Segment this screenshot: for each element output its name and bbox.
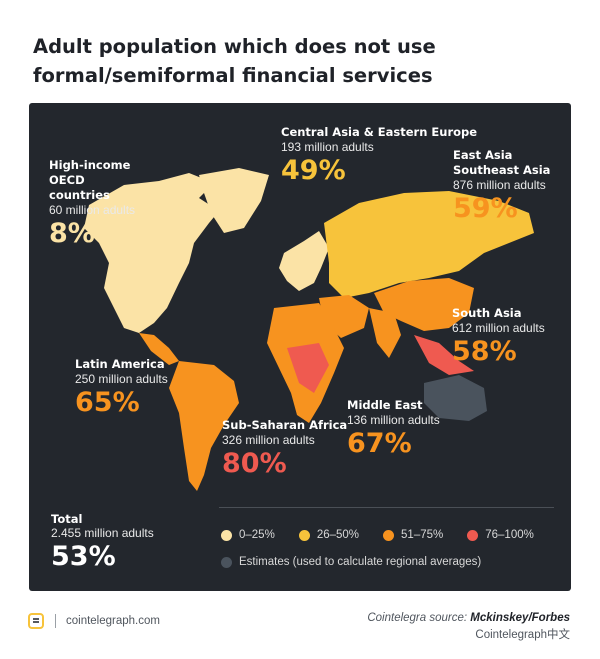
map-southeast-asia <box>414 335 474 375</box>
region-latin-america: Latin America 250 million adults 65% <box>75 357 168 419</box>
map-africa-red <box>287 343 329 393</box>
region-central-asia: Central Asia & Eastern Europe 193 millio… <box>281 125 477 187</box>
legend-label-3: 76–100% <box>485 529 534 541</box>
legend-dot-1 <box>298 529 310 541</box>
map-south-america <box>169 361 239 491</box>
region-central-asia-percent: 49% <box>281 155 346 186</box>
map-panel: High-income OECD countries 60 million ad… <box>29 103 571 591</box>
region-south-asia: South Asia 612 million adults 58% <box>452 306 545 368</box>
region-south-asia-percent: 58% <box>452 336 517 367</box>
region-east-asia-adults: 876 million adults <box>453 178 546 192</box>
legend-label-1: 26–50% <box>316 529 360 541</box>
legend-divider <box>219 507 554 508</box>
legend-item-2: 51–75% <box>383 529 443 541</box>
legend-dot-3 <box>467 529 479 541</box>
footer: cointelegraph.com <box>27 612 160 630</box>
legend-dot-2 <box>383 529 395 541</box>
region-middle-east-percent: 67% <box>347 428 412 459</box>
region-middle-east-name: Middle East <box>347 398 423 412</box>
region-middle-east: Middle East 136 million adults 67% <box>347 398 440 460</box>
chart-title: Adult population which does not use form… <box>33 35 436 87</box>
map-central-america <box>139 333 179 365</box>
region-total: Total 2.455 million adults 53% <box>51 512 154 573</box>
map-russia <box>324 191 534 298</box>
region-ssa-name: Sub-Saharan Africa <box>222 418 348 432</box>
region-central-asia-name: Central Asia & Eastern Europe <box>281 125 478 139</box>
map-greenland <box>199 168 269 233</box>
region-middle-east-adults: 136 million adults <box>347 413 440 427</box>
legend-item-0: 0–25% <box>221 529 275 541</box>
map-north-america <box>84 173 219 333</box>
total-name: Total <box>51 512 83 526</box>
total-adults: 2.455 million adults <box>51 526 154 540</box>
region-latin-america-name: Latin America <box>75 357 165 371</box>
total-percent: 53% <box>51 541 116 572</box>
legend-estimate: Estimates (used to calculate regional av… <box>221 556 481 568</box>
region-east-asia-percent: 59% <box>453 193 518 224</box>
footer-site-link[interactable]: cointelegraph.com <box>66 615 160 627</box>
legend-label-0: 0–25% <box>239 529 275 541</box>
region-oecd-percent: 8% <box>49 218 95 249</box>
source-mid: source: <box>426 612 471 624</box>
map-south-asia <box>369 308 401 358</box>
watermark: Cointelegraph中文 <box>475 629 570 641</box>
region-ssa-adults: 326 million adults <box>222 433 315 447</box>
region-oecd-adults: 60 million adults <box>49 203 136 217</box>
region-latin-america-adults: 250 million adults <box>75 372 168 386</box>
cointelegraph-logo-icon <box>28 613 44 629</box>
legend: 0–25% 26–50% 51–75% 76–100% <box>221 529 534 541</box>
region-latin-america-percent: 65% <box>75 387 140 418</box>
legend-item-3: 76–100% <box>467 529 534 541</box>
region-ssa: Sub-Saharan Africa 326 million adults 80… <box>222 418 347 480</box>
region-central-asia-adults: 193 million adults <box>281 140 374 154</box>
map-china <box>374 278 474 331</box>
source-prefix: Cointelegra <box>367 612 427 624</box>
source-credit: Cointelegra source: Mckinskey/Forbes Coi… <box>367 612 570 641</box>
source-name: Mckinskey/Forbes <box>470 612 570 624</box>
region-south-asia-name: South Asia <box>452 306 522 320</box>
region-oecd-name: High-income OECD countries <box>49 158 131 202</box>
world-map <box>84 168 534 491</box>
map-europe <box>279 231 329 291</box>
region-east-asia-name: East Asia Southeast Asia <box>453 148 551 177</box>
legend-label-2: 51–75% <box>401 529 444 541</box>
region-south-asia-adults: 612 million adults <box>452 321 545 335</box>
map-australia <box>424 375 487 421</box>
region-ssa-percent: 80% <box>222 448 287 479</box>
legend-estimate-dot <box>221 556 232 568</box>
region-oecd: High-income OECD countries 60 million ad… <box>49 158 139 250</box>
footer-separator <box>55 614 56 628</box>
legend-item-1: 26–50% <box>298 529 360 541</box>
region-east-asia: East Asia Southeast Asia 876 million adu… <box>453 148 563 225</box>
legend-dot-0 <box>221 529 232 541</box>
legend-estimate-label: Estimates (used to calculate regional av… <box>239 556 482 568</box>
